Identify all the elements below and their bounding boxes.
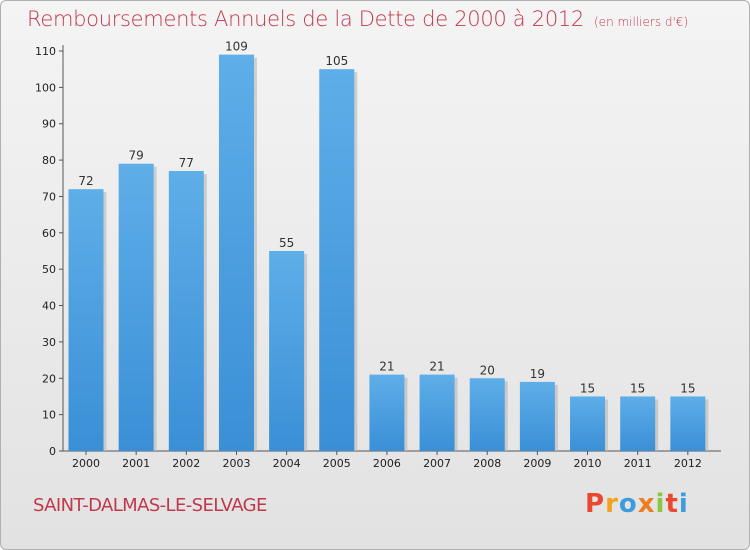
bar-value-label: 20: [480, 363, 495, 377]
y-tick-label: 30: [42, 336, 56, 349]
x-tick-label: 2000: [72, 457, 100, 470]
x-tick-label: 2006: [373, 457, 401, 470]
bar-value-label: 21: [379, 360, 394, 374]
bar-2009: [519, 381, 555, 451]
commune-name: SAINT-DALMAS-LE-SELVAGE: [33, 495, 267, 516]
bar-value-label: 72: [78, 174, 93, 188]
bar-2010: [570, 396, 606, 451]
bar-2004: [269, 251, 305, 451]
brand-letter: o: [618, 489, 638, 519]
chart-subtitle: (en milliers d'€): [594, 15, 689, 29]
brand-letter: i: [655, 489, 666, 519]
chart-title: Remboursements Annuels de la Dette de 20…: [27, 7, 688, 31]
bar-2008: [469, 378, 505, 451]
y-tick-label: 90: [42, 118, 56, 131]
x-tick-label: 2004: [273, 457, 301, 470]
y-tick-label: 60: [42, 227, 56, 240]
y-tick-label: 20: [42, 372, 56, 385]
bar-value-label: 15: [680, 381, 695, 395]
bar-2001: [118, 163, 154, 451]
bar-2007: [419, 374, 455, 451]
bar-2000: [68, 189, 104, 451]
bar-2012: [670, 396, 706, 451]
chart-title-text: Remboursements Annuels de la Dette de 20…: [27, 7, 584, 31]
x-tick-label: 2002: [172, 457, 200, 470]
bar-value-label: 15: [630, 381, 645, 395]
bar-value-label: 15: [580, 381, 595, 395]
x-tick-label: 2010: [574, 457, 602, 470]
y-tick-label: 0: [49, 445, 56, 458]
x-tick-label: 2011: [624, 457, 652, 470]
brand-letter: i: [678, 489, 689, 519]
brand-letter: x: [637, 489, 656, 519]
bar-value-label: 19: [530, 367, 545, 381]
y-tick-label: 110: [35, 45, 56, 58]
brand-letter: P: [585, 489, 606, 519]
x-tick-label: 2003: [222, 457, 250, 470]
y-tick-label: 10: [42, 409, 56, 422]
bar-2006: [369, 374, 405, 451]
x-tick-label: 2005: [323, 457, 351, 470]
bar-2005: [319, 69, 355, 451]
x-tick-label: 2008: [473, 457, 501, 470]
y-tick-label: 50: [42, 263, 56, 276]
bar-value-label: 109: [225, 40, 248, 54]
bar-2003: [218, 54, 254, 452]
bar-2002: [168, 171, 204, 451]
bar-value-label: 21: [429, 360, 444, 374]
y-tick-label: 100: [35, 81, 56, 94]
bar-value-label: 55: [279, 236, 294, 250]
bar-2011: [620, 396, 656, 451]
brand-letter: t: [665, 489, 679, 519]
x-tick-label: 2007: [423, 457, 451, 470]
proxiti-logo: Proxiti: [585, 489, 689, 519]
x-tick-label: 2001: [122, 457, 150, 470]
y-tick-label: 70: [42, 190, 56, 203]
bar-value-label: 105: [325, 54, 348, 68]
brand-letter: r: [605, 489, 619, 519]
y-tick-label: 40: [42, 300, 56, 313]
bar-value-label: 79: [129, 149, 144, 163]
bar-value-label: 77: [179, 156, 194, 170]
x-tick-label: 2012: [674, 457, 702, 470]
x-tick-label: 2009: [523, 457, 551, 470]
y-tick-label: 80: [42, 154, 56, 167]
